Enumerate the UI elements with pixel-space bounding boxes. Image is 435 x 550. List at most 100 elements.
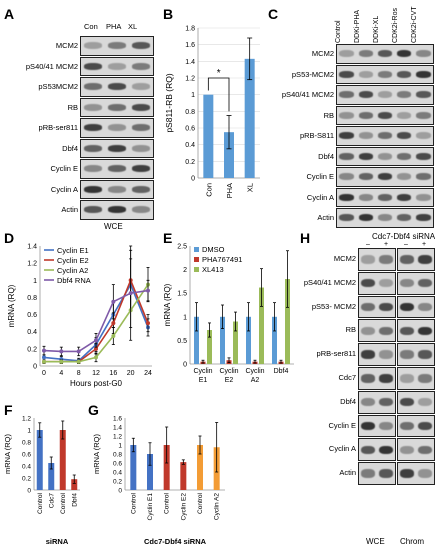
bar xyxy=(71,479,78,490)
chart-f: 0 0.2 0.4 0.6 0.8 1 1.2 mRNA (RQ) Control Cdc7 Con… xyxy=(3,416,80,546)
bar xyxy=(36,430,43,490)
blot-band xyxy=(379,302,393,312)
y-tick-label: 0.6 xyxy=(185,126,195,133)
blot-strip xyxy=(397,271,435,295)
blot-band xyxy=(361,279,375,288)
y-tick-label: 1 xyxy=(118,443,122,450)
blot-row-label: MCM2 xyxy=(333,253,356,263)
y-tick-label: 0.4 xyxy=(27,329,37,336)
blot-row-label: MCM2 xyxy=(311,49,334,59)
blot-band xyxy=(396,91,412,99)
y-tick-label: 0 xyxy=(27,488,31,495)
blot-band xyxy=(361,374,375,383)
blot-column-label: XL xyxy=(128,22,138,31)
blot-strip xyxy=(358,414,396,438)
panel-letter-c: C xyxy=(268,6,279,22)
panel-h-title: Cdc7-Dbf4 siRNA xyxy=(372,232,435,241)
legend-swatch xyxy=(194,267,199,272)
y-tick-label: 1.2 xyxy=(22,416,31,423)
blot-strip xyxy=(336,126,434,146)
y-tick-label: 0.8 xyxy=(27,295,37,302)
blot-band xyxy=(377,132,393,140)
blot-band xyxy=(418,326,432,335)
blot-band xyxy=(377,50,393,58)
series-point xyxy=(146,288,150,293)
y-tick-label: 1 xyxy=(191,92,195,99)
blot-band xyxy=(131,124,151,132)
x-tick-label: PHA xyxy=(225,183,234,198)
blot-band xyxy=(107,124,127,132)
x-tick-label: Dbf4 xyxy=(274,368,289,375)
blot-band xyxy=(131,165,151,173)
sign-label: + xyxy=(422,241,427,248)
blot-band xyxy=(83,124,103,132)
blot-band xyxy=(361,255,375,264)
blot-band xyxy=(339,111,354,119)
blot-column-label: CDK2i-Ros xyxy=(392,7,399,43)
blot-band xyxy=(339,214,354,222)
y-tick-label: 0 xyxy=(33,364,37,371)
blot-row-label: MCM2 xyxy=(55,41,78,51)
x-tick-label: Control xyxy=(164,492,171,514)
blot-column-label: PHA xyxy=(106,22,122,31)
blot-band xyxy=(400,279,414,288)
blot-strip xyxy=(397,319,435,343)
x-tick-label: Cyclin E1 xyxy=(147,493,154,521)
blot-strip xyxy=(358,438,396,462)
panel-letter-f: F xyxy=(4,402,13,418)
y-tick-label: 2 xyxy=(183,267,187,274)
blot-strip xyxy=(80,118,154,138)
y-tick-label: 0.4 xyxy=(22,464,31,471)
blot-band xyxy=(379,255,393,264)
blot-row-label: Actin xyxy=(317,213,334,223)
y-tick-label: 0.6 xyxy=(27,312,37,319)
blot-band xyxy=(416,132,431,140)
panel-letter-g: G xyxy=(88,402,99,418)
y-tick-label: 0 xyxy=(183,362,187,369)
sign-label: – xyxy=(404,241,408,248)
chart-d: 0 0.2 0.4 0.6 0.8 1 1.2 1.4 mRNA (RQ) 0 4 8 12 16 20 24… xyxy=(7,244,152,388)
y-axis-label: mRNA (RQ) xyxy=(163,283,172,326)
significance-marker: * xyxy=(217,68,221,79)
blot-footer: WCE xyxy=(104,222,123,231)
legend-label: Cyclin E2 xyxy=(57,256,89,265)
chart-g: 0 0.2 0.4 0.6 0.8 1 1.2 1.4 1.6 mRNA (RQ) Control C… xyxy=(92,416,225,546)
bar xyxy=(203,94,214,178)
y-tick-label: 0.2 xyxy=(22,476,31,483)
blot-band xyxy=(377,152,393,160)
blot-band xyxy=(379,398,393,407)
x-tick-label: Cyclin xyxy=(193,368,212,375)
blot-band xyxy=(358,152,374,160)
blot-band xyxy=(416,193,431,201)
blot-row-label: pRB-ser811 xyxy=(316,349,356,359)
x-tick-label: Cyclin E2 xyxy=(180,493,187,521)
blot-band xyxy=(379,469,393,478)
blot-band xyxy=(361,421,375,431)
x-tick-label: Cyclin xyxy=(219,368,238,375)
y-tick-label: 0.2 xyxy=(185,159,195,166)
series-point xyxy=(111,299,116,304)
blot-band xyxy=(358,50,374,58)
x-tick-label: 16 xyxy=(109,370,117,377)
blot-strip xyxy=(336,187,434,207)
blot-band xyxy=(358,173,374,181)
x-tick-label: 24 xyxy=(144,370,152,377)
y-tick-label: 1.2 xyxy=(27,261,37,268)
legend-label: Cyclin E1 xyxy=(57,246,89,255)
blot-band xyxy=(131,185,151,193)
blot-band xyxy=(400,350,414,359)
blot-strip xyxy=(397,390,435,414)
x-tick-label: 8 xyxy=(77,370,81,377)
y-tick-label: 0.6 xyxy=(22,452,31,459)
y-tick-label: 1 xyxy=(33,278,37,285)
x-tick-label: Cdc7 xyxy=(48,493,55,509)
y-axis-label: mRNA (RQ) xyxy=(7,284,16,327)
blot-band xyxy=(377,70,393,78)
blot-row-label: RB xyxy=(323,110,334,120)
blot-band xyxy=(416,152,431,160)
blot-band xyxy=(400,469,414,478)
blot-strip xyxy=(358,295,396,319)
blot-band xyxy=(131,42,151,50)
blot-strip xyxy=(80,200,154,220)
blot-row-label: Cyclin E xyxy=(328,420,356,430)
